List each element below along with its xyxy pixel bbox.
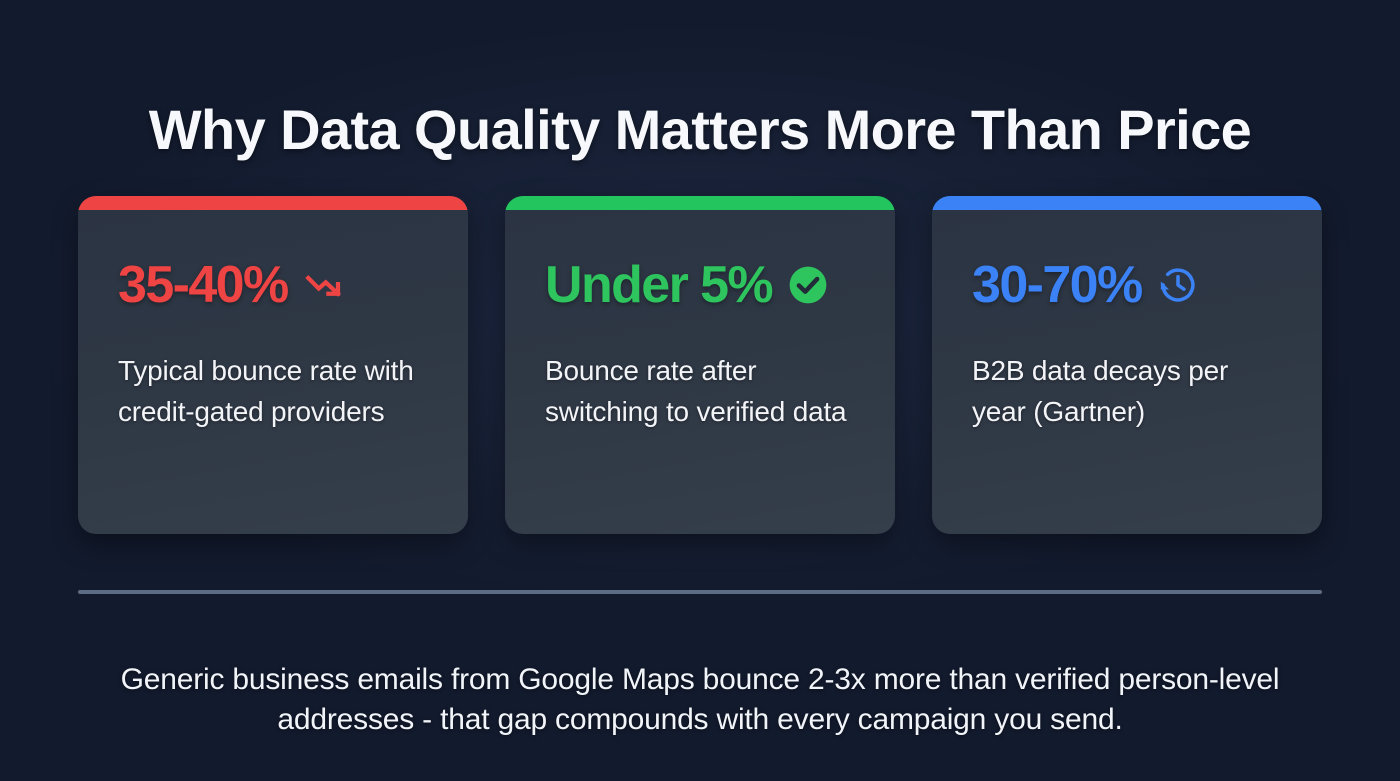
check-circle-icon (786, 263, 830, 307)
card-accent-bar (505, 196, 895, 210)
history-clock-icon (1156, 263, 1200, 307)
stat-value: Under 5% (545, 256, 774, 314)
card-description: Bounce rate after switching to verified … (545, 355, 847, 428)
footer-summary-text: Generic business emails from Google Maps… (120, 663, 1280, 736)
stat-row: 30-70% (972, 254, 1282, 316)
stat-card-bounce-rate-credit-gated: 35-40% Typical bounce rate with credit-g… (78, 196, 468, 534)
stat-card-data-decay: 30-70% B2B data decays per year (Gartner… (932, 196, 1322, 534)
section-divider (78, 590, 1322, 594)
stat-row: 35-40% (118, 254, 428, 316)
card-description: Typical bounce rate with credit-gated pr… (118, 355, 414, 428)
stat-row: Under 5% (545, 254, 855, 316)
stat-card-bounce-rate-verified: Under 5% Bounce rate after switching to … (505, 196, 895, 534)
stat-value: 35-40% (118, 256, 289, 314)
trending-down-icon (302, 263, 346, 307)
card-description: B2B data decays per year (Gartner) (972, 355, 1229, 428)
card-accent-bar (932, 196, 1322, 210)
stat-value: 30-70% (972, 256, 1143, 314)
page-title: Why Data Quality Matters More Than Price (148, 97, 1252, 161)
card-accent-bar (78, 196, 468, 210)
stat-card-row: 35-40% Typical bounce rate with credit-g… (78, 196, 1322, 534)
